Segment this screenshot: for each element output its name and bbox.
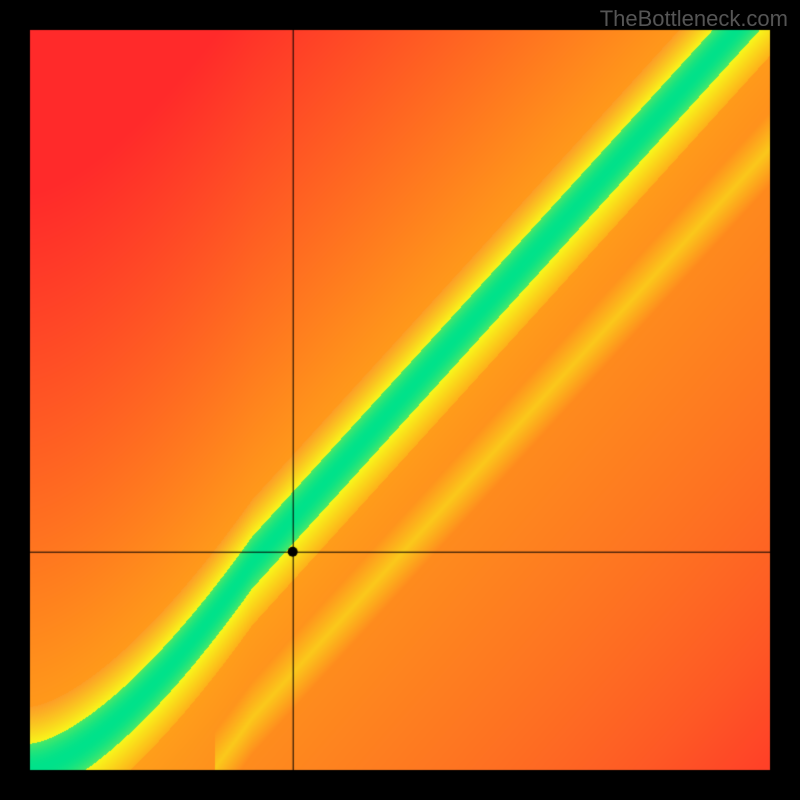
chart-container: TheBottleneck.com bbox=[0, 0, 800, 800]
heatmap-canvas bbox=[0, 0, 800, 800]
watermark-text: TheBottleneck.com bbox=[600, 6, 788, 32]
